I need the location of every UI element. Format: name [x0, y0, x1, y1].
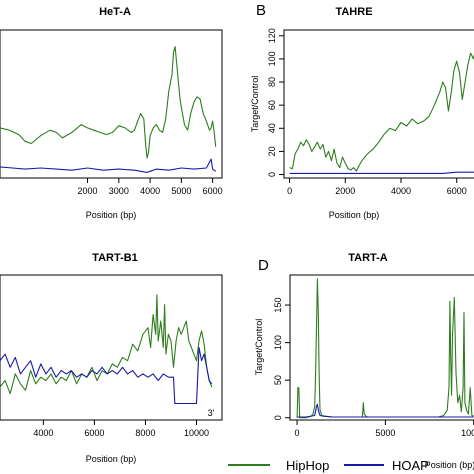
panel-tart-a: D TART-A 0 5000 10000 0 50 100 150 Position (…: [254, 252, 474, 470]
legend-label-hiphop: HipHop: [286, 458, 329, 473]
x-tick-label: 6000: [84, 428, 104, 438]
panel-letter: B: [256, 2, 266, 19]
series-line-hoap: [297, 403, 474, 418]
plot-area: [0, 294, 213, 405]
x-tick-label: 6000: [447, 186, 467, 196]
y-tick-label: 60: [267, 100, 277, 110]
y-tick-label: 80: [267, 77, 277, 87]
x-axis: 0 2000 4000 6000: [287, 178, 467, 196]
x-tick-label: 10000: [461, 428, 474, 438]
x-tick-label: 4000: [391, 186, 411, 196]
chart-title: HeT-A: [99, 6, 131, 18]
y-axis: 0 20 40 60 80 100 120: [267, 28, 284, 177]
x-tick-label: 2000: [78, 186, 98, 196]
x-axis-label: Position (bp): [329, 210, 380, 220]
x-axis: 2000 3000 4000 5000 6000: [78, 178, 223, 196]
y-tick-label: 150: [273, 298, 283, 313]
series-line-hoap: [289, 171, 474, 174]
x-tick-label: 2000: [335, 186, 355, 196]
y-tick-label: 100: [273, 335, 283, 350]
chart-title: TART-A: [348, 252, 388, 264]
y-tick-label: 0: [273, 415, 283, 420]
y-axis-label: Target/Control: [254, 319, 264, 376]
x-axis: 4000 6000 8000 10000: [33, 420, 209, 438]
x-tick-label: 0: [287, 186, 292, 196]
legend: HipHop HOAP: [228, 458, 429, 473]
x-tick-label: 8000: [135, 428, 155, 438]
panel-tart-b1: TART-B1 4000 6000 8000 10000 3' Position (b…: [0, 252, 223, 464]
series-line-hiphop: [296, 278, 474, 419]
plot-frame: [283, 29, 474, 179]
x-axis: 0 5000 10000: [295, 420, 474, 438]
plot-frame: [0, 29, 223, 179]
panel-het-a: HeT-A 2000 3000 4000 5000 6000 Position (bp): [0, 6, 223, 220]
y-tick-label: 40: [267, 123, 277, 133]
plot-area: [289, 52, 474, 174]
series-line-hiphop: [0, 294, 213, 395]
plot-area: [296, 278, 474, 419]
x-tick-label: 0: [295, 428, 300, 438]
y-tick-label: 100: [267, 51, 277, 66]
series-line-hoap: [0, 158, 217, 173]
x-axis-label: Position (bp): [86, 210, 137, 220]
plot-frame: [289, 274, 474, 421]
panel-tahre: B TAHRE 0 2000 4000 6000 0 20 40 60 80 100 120 Po…: [250, 2, 474, 220]
plot-frame: [0, 274, 223, 421]
chart-title: TART-B1: [92, 252, 138, 264]
y-tick-label: 120: [267, 28, 277, 43]
x-tick-label: 6000: [203, 186, 223, 196]
plot-area: [0, 46, 217, 173]
x-tick-label: 4000: [33, 428, 53, 438]
x-tick-label: 4000: [140, 186, 160, 196]
series-line-hiphop: [289, 52, 474, 172]
chart-title: TAHRE: [335, 6, 372, 18]
x-axis-label: Position (bp): [425, 460, 474, 470]
annotation-3prime: 3': [208, 408, 215, 418]
panel-letter: D: [258, 257, 269, 274]
x-tick-label: 10000: [184, 428, 209, 438]
x-tick-label: 3000: [109, 186, 129, 196]
y-tick-label: 50: [273, 375, 283, 385]
y-tick-label: 0: [267, 172, 277, 177]
series-line-hoap: [0, 346, 213, 405]
y-axis-label: Target/Control: [250, 76, 260, 133]
x-tick-label: 5000: [375, 428, 395, 438]
series-line-hiphop: [0, 46, 217, 159]
x-tick-label: 5000: [171, 186, 191, 196]
y-tick-label: 20: [267, 146, 277, 156]
legend-label-hoap: HOAP: [392, 458, 429, 473]
x-axis-label: Position (bp): [86, 454, 137, 464]
y-axis: 0 50 100 150: [273, 298, 290, 420]
